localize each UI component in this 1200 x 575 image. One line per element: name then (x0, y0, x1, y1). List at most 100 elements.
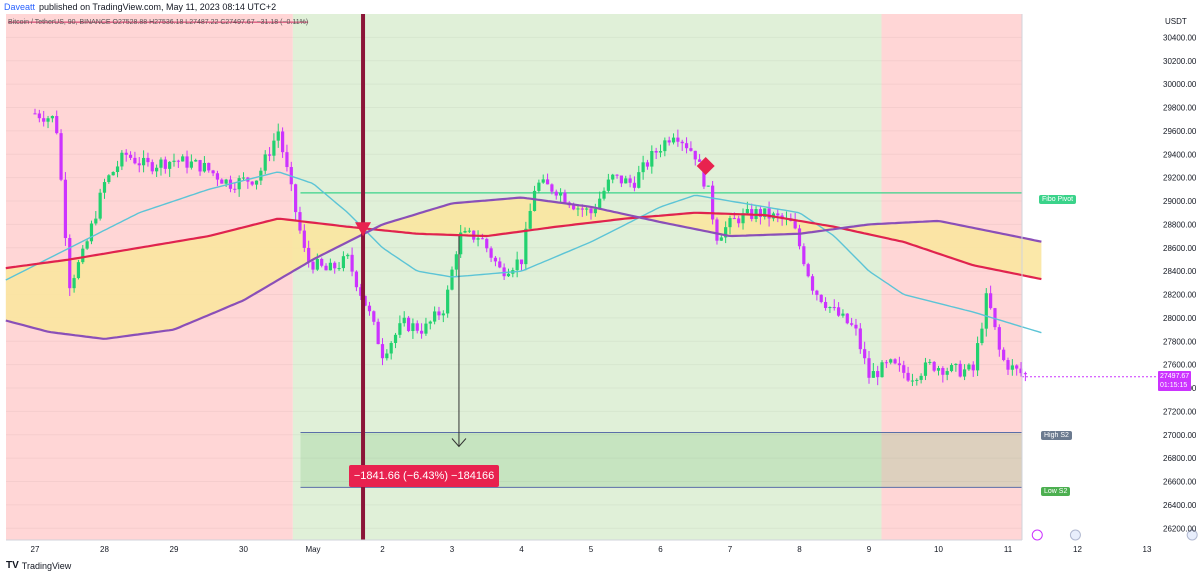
candle-bear (163, 159, 167, 169)
candle-bear (958, 363, 962, 377)
candle-bull (341, 256, 346, 269)
candle-bull (276, 131, 280, 141)
candle-bull (598, 198, 602, 209)
high-s2-label: High S2 (1041, 431, 1072, 440)
candle-bull (446, 289, 450, 314)
y-tick-label: 29800.00 (1163, 104, 1197, 113)
last-price-tag: 27497.67 01:15:15 (1158, 371, 1192, 391)
candle-bull (706, 185, 710, 187)
candle-bear (55, 116, 59, 134)
candle-bull (81, 248, 85, 263)
candle-bear (437, 311, 441, 316)
candle-bear (884, 362, 888, 364)
candle-bear (615, 174, 619, 176)
candle-bull (85, 241, 89, 249)
y-tick-label: 27600.00 (1163, 361, 1197, 370)
candle-bear (68, 238, 72, 289)
x-tick-label: 9 (867, 545, 872, 554)
x-tick-label: 2 (380, 545, 385, 554)
candle-bull (871, 371, 875, 378)
x-tick-label: 8 (797, 545, 802, 554)
candle-bear (376, 321, 380, 345)
brand-label: TradingView (21, 560, 72, 571)
candle-bear (280, 131, 285, 153)
candle-bull (467, 230, 471, 232)
candle-bull (328, 262, 332, 271)
candle-bear (176, 160, 180, 162)
footer-brand[interactable]: TV TradingView (6, 560, 71, 571)
candle-bull (602, 190, 606, 199)
candle-bear (220, 179, 224, 184)
candle-bear (997, 327, 1001, 350)
candle-bull (398, 323, 402, 335)
candle-bull (923, 362, 928, 376)
event-flash-icon (1031, 529, 1043, 541)
candle-bear (185, 156, 189, 168)
candle-bear (628, 178, 632, 183)
x-tick-label: 7 (728, 545, 733, 554)
candle-bull (159, 159, 163, 168)
candle-bull (237, 178, 241, 190)
candle-bull (910, 380, 915, 382)
candle-bull (506, 273, 511, 277)
candle-bull (46, 118, 50, 122)
arrow-head-icon (451, 438, 467, 448)
candle-bear (1002, 349, 1006, 361)
candle-bull (141, 157, 146, 166)
ema-purple-line (5, 196, 1042, 340)
candle-bull (928, 361, 932, 363)
candle-bear (863, 349, 867, 359)
time-axis: 27 28 29 30 May 2 3 4 5 6 7 8 9 10 11 12 13 (31, 545, 1152, 554)
publish-header: Daveatt published on TradingView.com, Ma… (4, 2, 276, 12)
candle-bear (906, 372, 910, 381)
y-tick-label: 28000.00 (1163, 314, 1197, 323)
candle-bear (124, 152, 128, 155)
measure-result: −1841.66 (−6.43%) −184166 (349, 465, 499, 487)
candle-bull (606, 179, 610, 191)
candle-bear (406, 317, 411, 332)
candle-bear (732, 218, 736, 220)
candle-bear (667, 140, 671, 143)
ema-cloud (5, 197, 1042, 339)
candle-bull (389, 342, 393, 354)
candle-bull (650, 151, 654, 167)
candle-bull (98, 192, 102, 219)
candle-bull (880, 362, 884, 378)
candle-bear (858, 328, 862, 350)
candle-bear (806, 264, 810, 277)
candle-bear (250, 181, 254, 185)
candle-bear (363, 295, 367, 306)
x-tick-label: 5 (589, 545, 594, 554)
candle-bear (654, 151, 658, 153)
y-tick-label: 26400.00 (1163, 501, 1197, 510)
candle-bull (424, 323, 428, 334)
y-tick-label: 29600.00 (1163, 127, 1197, 136)
candle-bull (671, 137, 676, 143)
candle-bear (897, 363, 902, 366)
publisher-name[interactable]: Daveatt (4, 2, 36, 12)
publish-info: published on TradingView.com, May 11, 20… (39, 2, 277, 12)
candle-bull (411, 323, 415, 332)
candle-bull (663, 140, 667, 152)
candle-bull (115, 166, 120, 173)
candle-bear (333, 262, 337, 269)
candle-bull (337, 268, 341, 270)
candle-bear (715, 219, 719, 241)
candle-bear (689, 148, 693, 151)
signal-markers (8, 14, 1198, 541)
candle-bull (189, 161, 193, 168)
candle-bull (194, 160, 198, 162)
x-tick-label: 11 (1004, 545, 1013, 554)
x-tick-label: 12 (1073, 545, 1082, 554)
last-price-value: 27497.67 (1160, 373, 1190, 380)
candle-bull (949, 365, 954, 372)
candle-bear (680, 141, 684, 144)
candle-bull (828, 307, 832, 309)
candle-bear (793, 221, 797, 229)
candle-bull (94, 218, 98, 224)
candle-bull (263, 154, 267, 171)
y-tick-label: 29200.00 (1163, 174, 1197, 183)
candle-bull (728, 218, 732, 228)
candle-bear (836, 307, 841, 316)
